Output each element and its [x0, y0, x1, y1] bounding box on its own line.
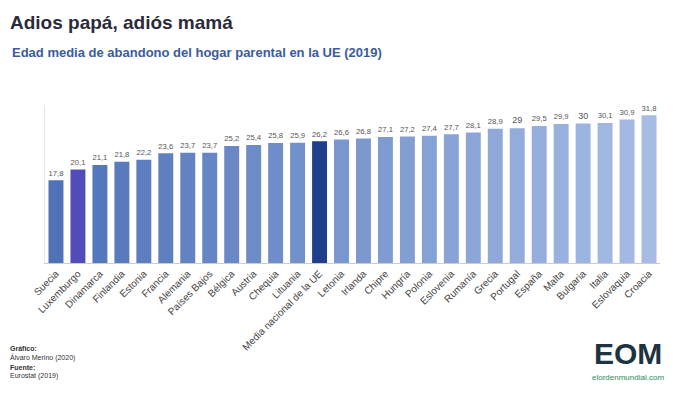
svg-text:Letonia: Letonia	[315, 268, 346, 299]
svg-text:EOM: EOM	[594, 337, 662, 370]
svg-text:26,8: 26,8	[356, 127, 371, 136]
svg-text:29,9: 29,9	[554, 112, 569, 121]
svg-text:Italia: Italia	[587, 268, 610, 291]
svg-text:Edad media de abandono del hog: Edad media de abandono del hogar parenta…	[12, 45, 382, 60]
svg-text:Rumanía: Rumanía	[442, 268, 479, 305]
svg-text:29: 29	[512, 115, 522, 125]
svg-text:Dinamarca: Dinamarca	[63, 268, 105, 310]
svg-text:27,7: 27,7	[444, 123, 459, 132]
svg-text:31,8: 31,8	[642, 104, 657, 113]
svg-text:25,8: 25,8	[268, 131, 283, 140]
svg-text:Alemania: Alemania	[155, 268, 193, 306]
svg-text:Finlandia: Finlandia	[90, 268, 127, 305]
svg-text:Austria: Austria	[229, 268, 259, 298]
svg-text:Gráfico:: Gráfico:	[10, 345, 37, 352]
svg-text:Eslovaquia: Eslovaquia	[590, 268, 633, 311]
svg-text:21,1: 21,1	[92, 153, 107, 162]
svg-text:Malta: Malta	[541, 268, 566, 293]
svg-text:Eslovenia: Eslovenia	[418, 268, 457, 307]
svg-text:España: España	[512, 268, 544, 300]
svg-text:Fuente:: Fuente:	[10, 364, 35, 371]
svg-text:30: 30	[578, 111, 588, 121]
svg-text:26,6: 26,6	[334, 128, 349, 137]
svg-text:Países Bajos: Países Bajos	[166, 268, 215, 317]
svg-text:30,1: 30,1	[598, 111, 613, 120]
svg-text:25,9: 25,9	[290, 131, 305, 140]
svg-text:Bulgaria: Bulgaria	[554, 268, 588, 302]
svg-text:Chequia: Chequia	[246, 268, 280, 302]
svg-text:26,2: 26,2	[312, 130, 327, 139]
svg-text:Chipre: Chipre	[362, 268, 391, 297]
svg-text:Suecia: Suecia	[32, 268, 62, 298]
svg-text:27,1: 27,1	[378, 125, 393, 134]
svg-text:Portugal: Portugal	[488, 268, 522, 302]
svg-text:Estonia: Estonia	[117, 268, 149, 300]
svg-text:Francia: Francia	[139, 268, 171, 300]
svg-text:Polonia: Polonia	[403, 268, 435, 300]
svg-text:28,9: 28,9	[488, 117, 503, 126]
svg-text:Bélgica: Bélgica	[206, 268, 237, 299]
svg-text:17,8: 17,8	[49, 169, 64, 178]
svg-text:Eurostat (2019): Eurostat (2019)	[10, 372, 58, 380]
svg-text:Irlanda: Irlanda	[339, 268, 369, 298]
svg-text:Croacia: Croacia	[622, 268, 654, 300]
svg-text:20,1: 20,1	[70, 158, 85, 167]
svg-text:22,2: 22,2	[136, 148, 151, 157]
svg-text:25,4: 25,4	[246, 133, 262, 142]
svg-text:27,2: 27,2	[400, 125, 415, 134]
svg-text:Media nacional de la UE: Media nacional de la UE	[240, 268, 325, 353]
svg-text:Adios papá, adiós mamá: Adios papá, adiós mamá	[10, 12, 233, 33]
svg-text:29,5: 29,5	[532, 114, 547, 123]
svg-text:23,6: 23,6	[158, 142, 173, 151]
svg-text:Hungría: Hungría	[379, 268, 412, 301]
svg-text:30,9: 30,9	[620, 108, 635, 117]
svg-text:23,7: 23,7	[180, 141, 195, 150]
svg-text:Luxemburgo: Luxemburgo	[36, 268, 83, 315]
svg-text:27,4: 27,4	[422, 124, 438, 133]
svg-text:21,8: 21,8	[114, 150, 129, 159]
svg-text:28,1: 28,1	[466, 121, 481, 130]
svg-text:Lituania: Lituania	[270, 268, 303, 301]
svg-text:Grecia: Grecia	[472, 268, 501, 297]
svg-text:elordenmundial.com: elordenmundial.com	[592, 373, 664, 382]
svg-text:Álvaro Merino (2020): Álvaro Merino (2020)	[10, 353, 75, 362]
svg-text:25,2: 25,2	[224, 134, 239, 143]
svg-text:23,7: 23,7	[202, 141, 217, 150]
